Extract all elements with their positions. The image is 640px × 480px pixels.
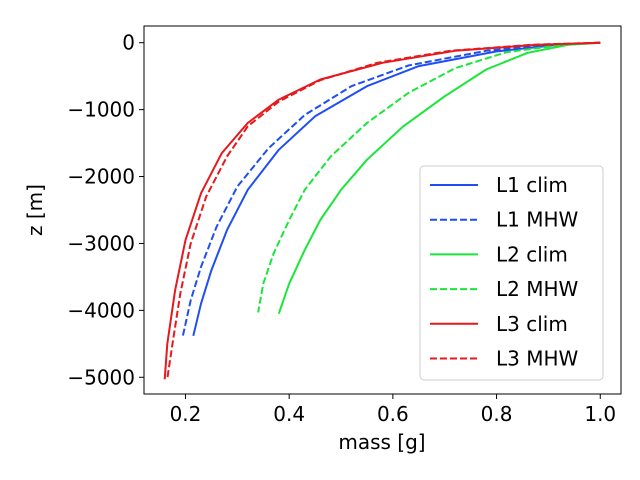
series-line-l2-mhw	[257, 41, 601, 313]
y-tick-label: −2000	[67, 165, 135, 189]
y-tick-label: −4000	[67, 298, 135, 322]
x-axis-label: mass [g]	[338, 430, 425, 454]
series-line-l3-mhw	[166, 41, 601, 379]
y-tick-label: −3000	[67, 231, 135, 255]
y-axis-label: z [m]	[23, 184, 47, 236]
series-line-l1-mhw	[181, 41, 601, 337]
x-tick-label: 0.2	[170, 402, 202, 426]
legend-label: L3 MHW	[496, 347, 579, 371]
legend-label: L1 MHW	[496, 208, 579, 232]
legend-label: L2 MHW	[496, 277, 579, 301]
y-tick-label: 0	[122, 31, 135, 55]
series-line-l2-clim	[277, 41, 601, 315]
y-tick-label: −5000	[67, 365, 135, 389]
y-tick-label: −1000	[67, 98, 135, 122]
legend-label: L1 clim	[496, 173, 568, 197]
plot-frame	[143, 25, 622, 395]
y-axis: 0 −1000 −2000 −3000 −4000 −5000	[67, 31, 144, 389]
series-line-l1-clim	[192, 41, 601, 337]
legend-label: L3 clim	[496, 312, 568, 336]
x-tick-label: 0.8	[481, 402, 513, 426]
x-tick-label: 0.4	[273, 402, 305, 426]
legend-label: L2 clim	[496, 242, 568, 266]
x-tick-label: 1.0	[584, 402, 616, 426]
x-axis: 0.2 0.4 0.6 0.8 1.0	[170, 394, 616, 426]
x-tick-label: 0.6	[377, 402, 409, 426]
legend: L1 clim L1 MHW L2 clim L2 MHW L3 clim L3 MHW	[419, 165, 604, 381]
series-layer	[163, 41, 601, 380]
